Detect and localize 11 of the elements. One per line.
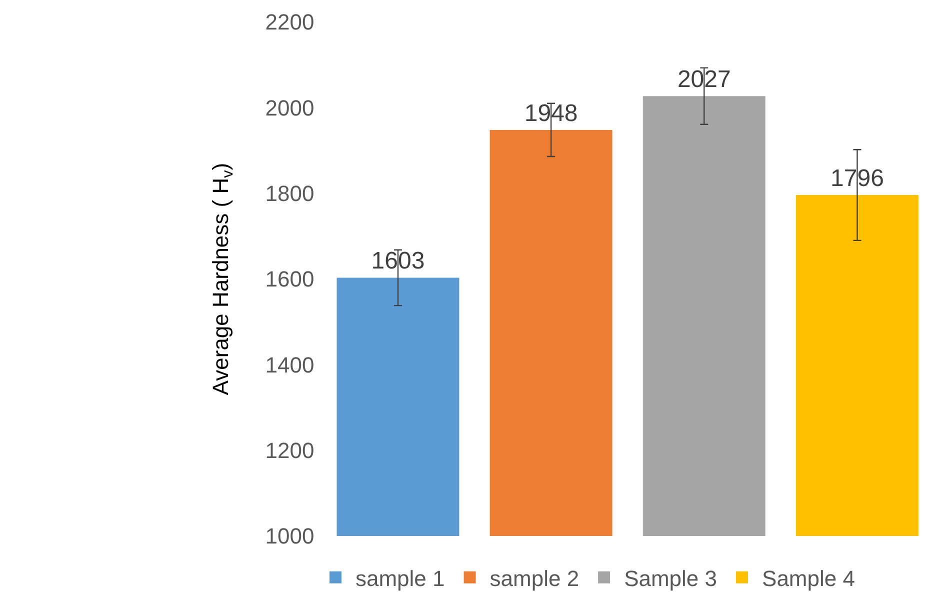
y-tick-label: 1600	[265, 266, 314, 292]
y-tick-label: 1200	[265, 438, 314, 464]
y-tick-label: 1000	[265, 524, 314, 549]
y-tick-label: 1400	[265, 352, 314, 378]
legend-label: Sample 4	[762, 566, 855, 591]
y-tick-label: 2000	[265, 95, 314, 120]
legend-label: sample 2	[490, 566, 580, 591]
legend-label: sample 1	[356, 566, 445, 591]
y-tick-label: 1800	[265, 181, 314, 206]
y-tick-label: 2200	[265, 10, 314, 35]
legend-label: Sample 3	[624, 566, 718, 591]
